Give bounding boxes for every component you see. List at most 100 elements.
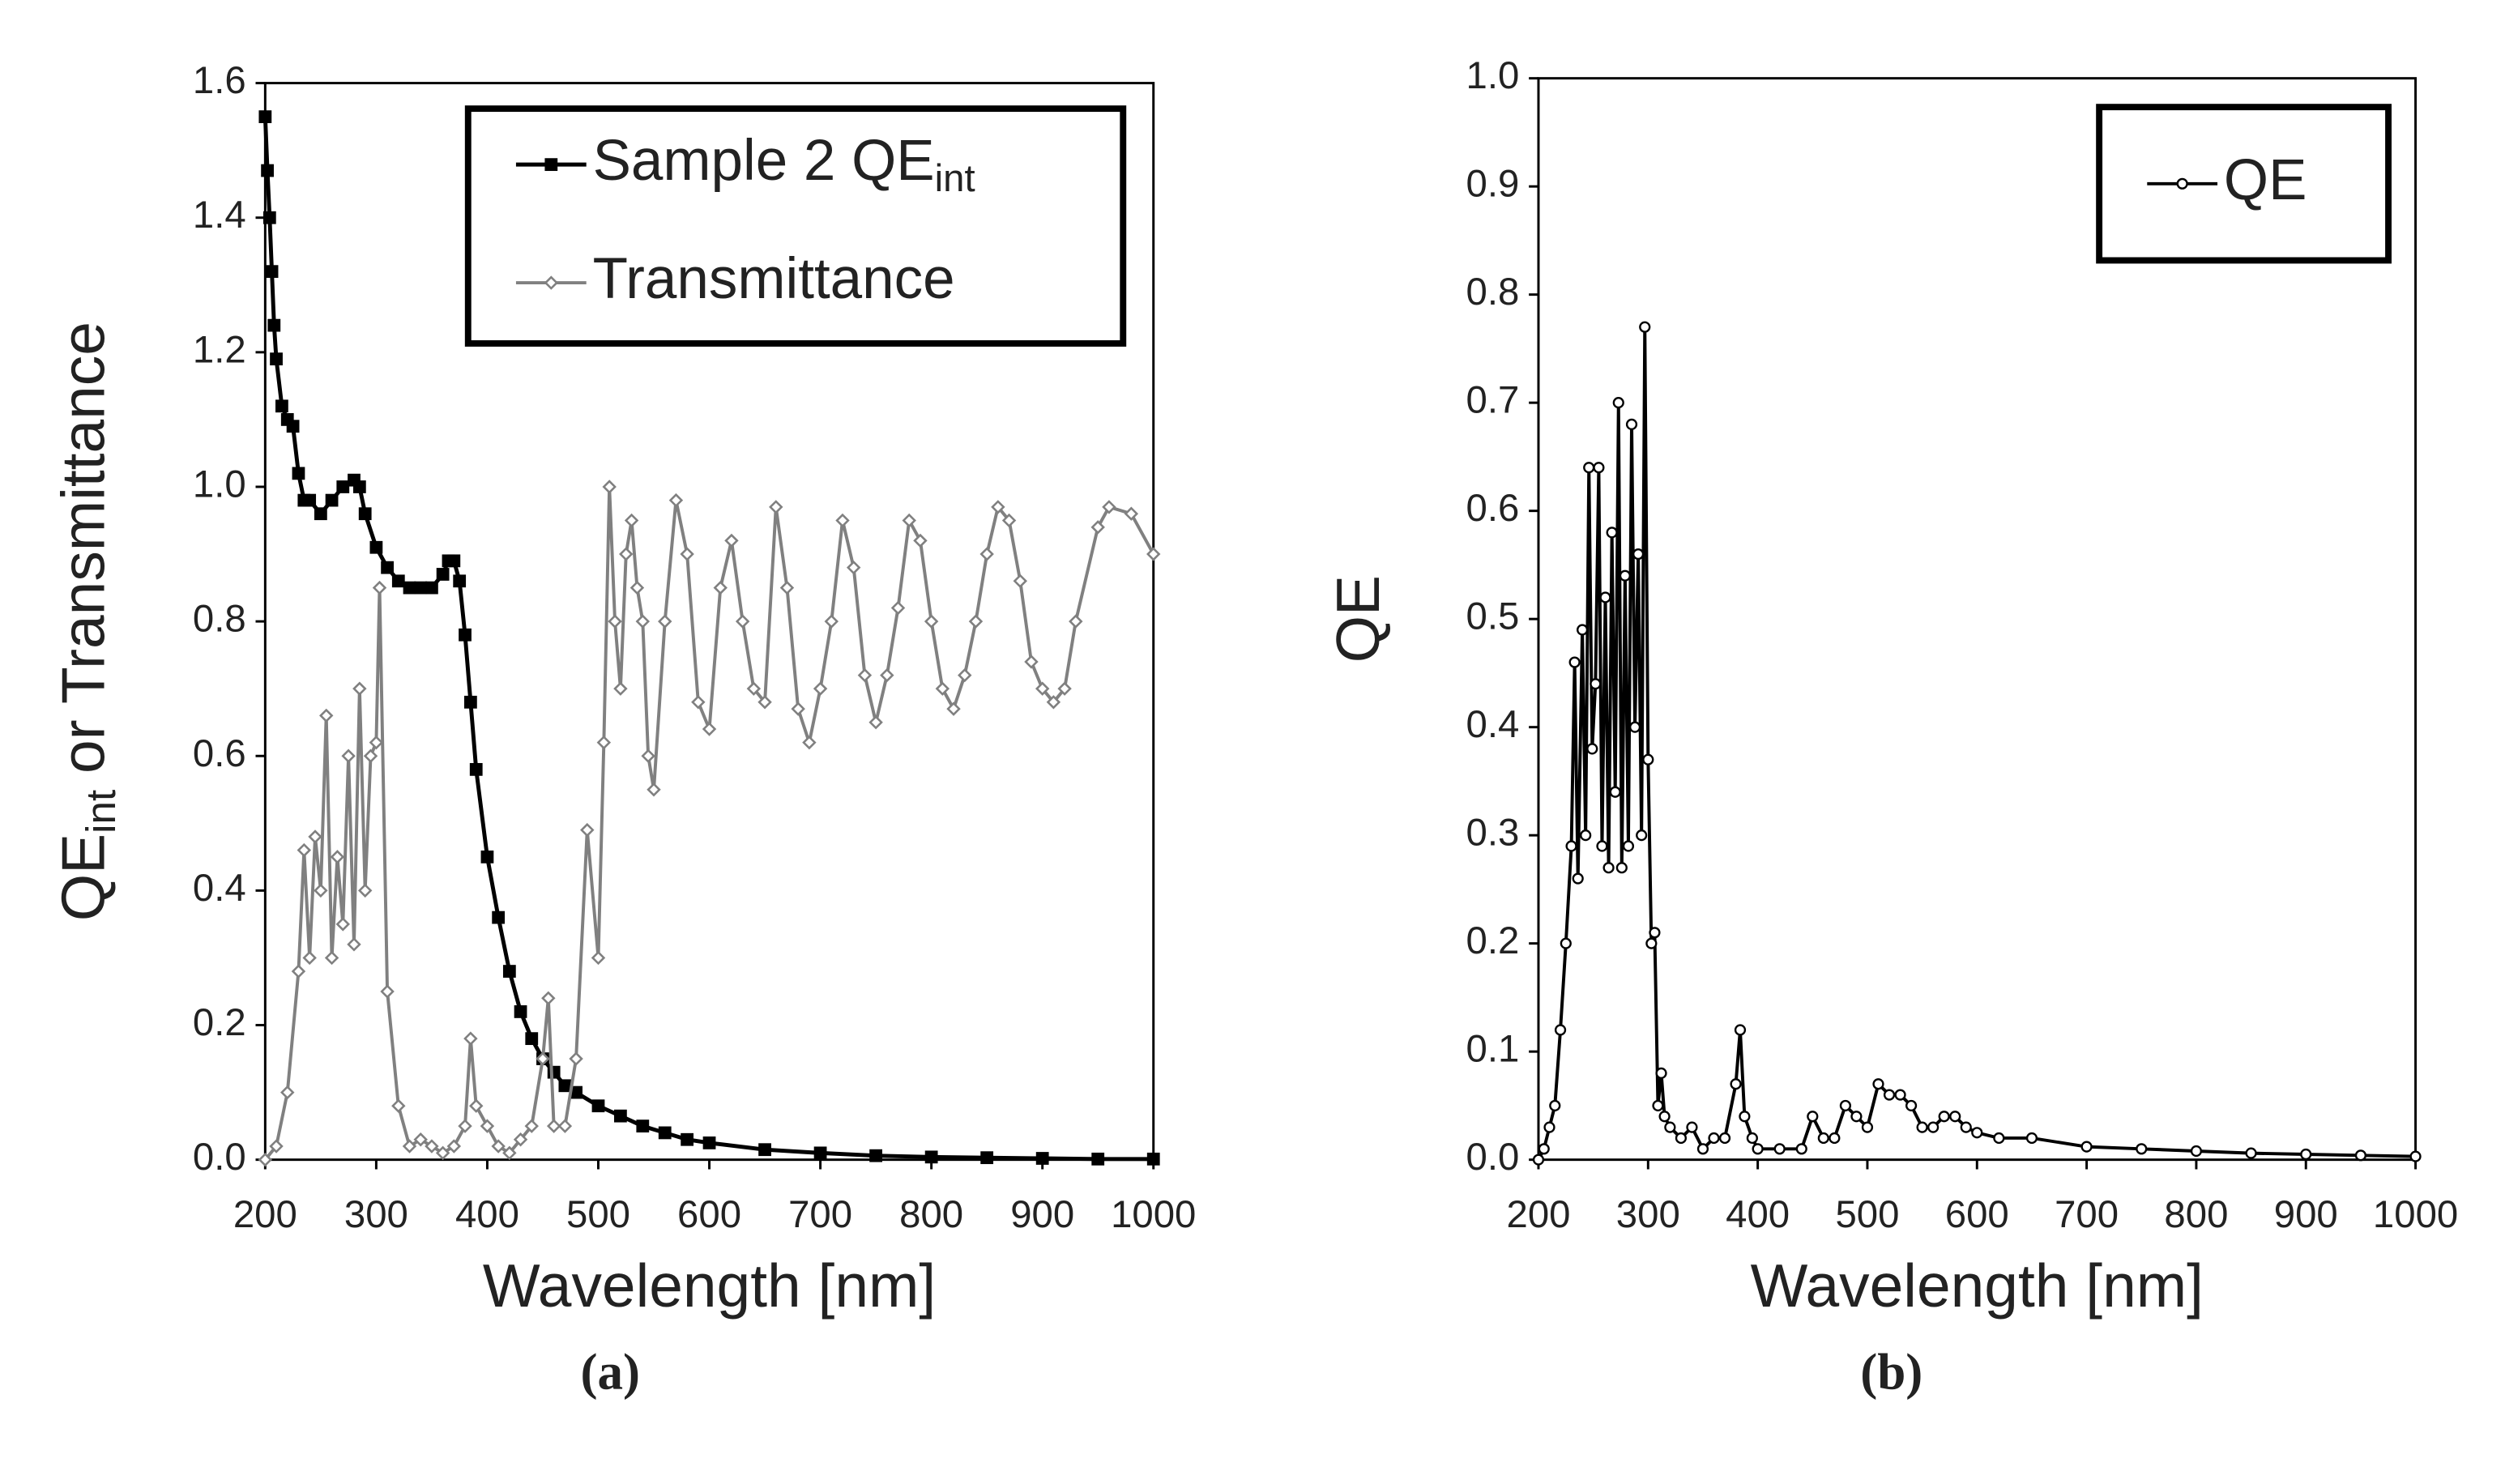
y-tick-label: 0.1 <box>1466 1028 1520 1071</box>
y-tick-label: 0.9 <box>1466 163 1520 206</box>
marker <box>602 480 617 494</box>
marker <box>292 467 305 480</box>
marker <box>1655 1067 1667 1079</box>
legend-label: Sample 2 QEint <box>593 129 975 199</box>
marker <box>2080 1141 2093 1153</box>
marker <box>613 681 628 696</box>
marker <box>1013 574 1027 588</box>
marker <box>702 1136 716 1149</box>
marker <box>1024 655 1039 669</box>
marker <box>269 1139 284 1154</box>
marker <box>314 883 328 898</box>
marker <box>1102 500 1116 514</box>
marker <box>757 695 772 710</box>
marker <box>735 614 750 629</box>
marker <box>1971 1127 1983 1139</box>
marker <box>570 1085 583 1099</box>
marker <box>436 568 450 581</box>
marker <box>758 1143 771 1157</box>
marker <box>846 560 861 575</box>
marker <box>372 580 387 595</box>
marker <box>813 681 828 696</box>
marker <box>1639 321 1651 333</box>
marker <box>668 493 684 508</box>
marker <box>258 1152 273 1167</box>
marker <box>713 580 728 595</box>
marker <box>746 681 762 696</box>
legend-name-sub: int <box>935 156 975 199</box>
marker <box>1625 418 1638 430</box>
marker <box>319 708 334 723</box>
marker <box>924 614 939 629</box>
marker <box>702 722 717 736</box>
marker <box>608 614 622 629</box>
marker <box>1069 614 1083 629</box>
marker <box>1554 1024 1567 1036</box>
marker <box>425 1139 439 1154</box>
marker <box>381 561 394 574</box>
marker <box>413 1132 428 1147</box>
marker <box>1146 1152 1160 1166</box>
marker <box>358 507 372 521</box>
y-axis-label-main: QE <box>1324 575 1392 663</box>
marker <box>691 695 706 710</box>
subplot-label: (b) <box>1860 1343 1922 1400</box>
marker <box>869 1149 883 1162</box>
marker <box>1057 681 1072 696</box>
marker <box>1577 624 1589 636</box>
marker <box>1090 520 1105 535</box>
y-tick-label: 1.6 <box>193 59 246 102</box>
x-tick-label: 900 <box>1010 1193 1074 1236</box>
marker <box>453 574 467 588</box>
x-tick-label: 900 <box>2274 1193 2338 1236</box>
marker <box>369 735 384 750</box>
marker <box>1636 829 1648 842</box>
marker <box>402 1139 417 1154</box>
marker <box>1645 937 1658 949</box>
marker <box>1580 829 1592 842</box>
x-tick-label: 800 <box>899 1193 963 1236</box>
x-tick-label: 1000 <box>2373 1193 2458 1236</box>
marker <box>1124 506 1139 521</box>
y-tick-label: 0.3 <box>1466 812 1520 855</box>
marker <box>1817 1132 1829 1145</box>
marker <box>1596 840 1608 852</box>
marker <box>980 1151 994 1165</box>
marker <box>291 964 306 979</box>
marker <box>658 1126 672 1140</box>
marker <box>647 783 661 797</box>
marker <box>1590 678 1602 690</box>
marker <box>596 735 612 750</box>
x-tick-label: 700 <box>2055 1193 2119 1236</box>
marker <box>569 1051 583 1066</box>
marker <box>352 681 367 696</box>
marker <box>267 318 281 332</box>
marker <box>275 399 288 413</box>
marker <box>1718 1132 1731 1145</box>
marker <box>958 667 972 683</box>
marker <box>425 581 438 595</box>
marker <box>979 547 994 561</box>
marker <box>525 1032 539 1046</box>
marker <box>524 1119 539 1133</box>
x-axis-label: Wavelength [nm] <box>483 1252 936 1320</box>
marker <box>791 701 805 716</box>
marker <box>1664 1121 1676 1133</box>
legend-label: QE <box>2224 148 2307 212</box>
marker <box>619 547 634 561</box>
marker <box>1949 1111 1961 1123</box>
marker <box>913 533 928 548</box>
marker <box>1046 695 1061 710</box>
marker <box>558 1079 572 1093</box>
marker <box>380 984 395 999</box>
marker <box>369 540 383 554</box>
marker <box>547 1065 561 1079</box>
marker <box>1612 397 1624 409</box>
marker <box>2300 1148 2312 1161</box>
marker <box>357 883 373 898</box>
marker <box>1599 591 1611 603</box>
x-tick-label: 600 <box>677 1193 741 1236</box>
marker <box>480 1119 495 1133</box>
